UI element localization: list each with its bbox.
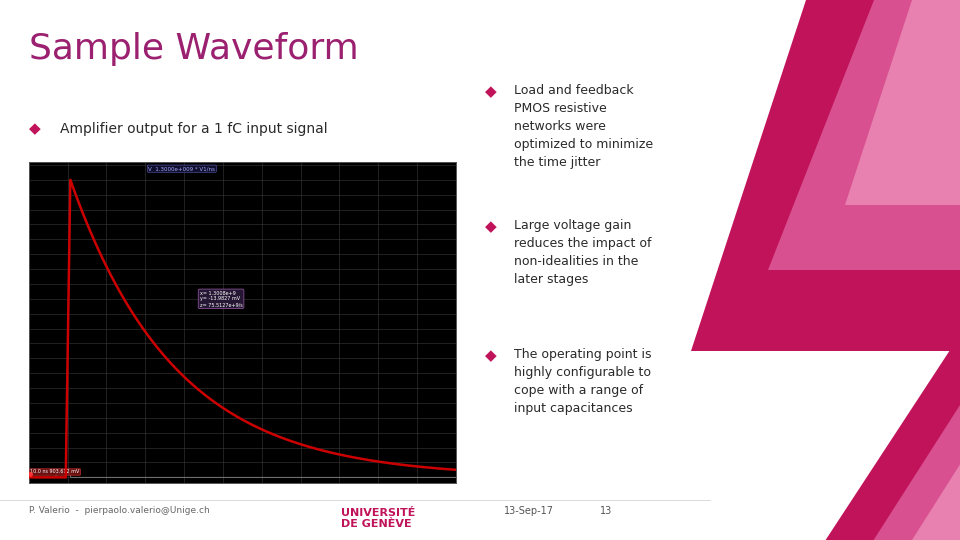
Text: Large voltage gain
reduces the impact of
non-idealities in the
later stages: Large voltage gain reduces the impact of… <box>514 219 651 286</box>
Text: 13-Sep-17: 13-Sep-17 <box>504 506 554 516</box>
Polygon shape <box>653 335 960 540</box>
Polygon shape <box>691 0 960 351</box>
Polygon shape <box>768 0 960 270</box>
X-axis label: TIME/nSec: TIME/nSec <box>225 492 260 498</box>
Text: ◆: ◆ <box>485 219 496 234</box>
Polygon shape <box>845 0 960 205</box>
Polygon shape <box>806 464 960 540</box>
Text: UNIVERSITÉ
DE GENÈVE: UNIVERSITÉ DE GENÈVE <box>341 508 415 529</box>
Text: The operating point is
highly configurable to
cope with a range of
input capacit: The operating point is highly configurab… <box>514 348 651 415</box>
Text: 10.0 ns 903.612 mV: 10.0 ns 903.612 mV <box>31 469 80 475</box>
Text: V  1.3000e+009 * V1/ns: V 1.3000e+009 * V1/ns <box>149 166 215 171</box>
Polygon shape <box>730 405 960 540</box>
Text: x= 1.3008e+9
y= -13.9827 mV
z= 75.5127e+9/s: x= 1.3008e+9 y= -13.9827 mV z= 75.5127e+… <box>200 291 243 307</box>
Text: ◆: ◆ <box>29 122 40 137</box>
Text: P. Valerio  -  pierpaolo.valerio@Unige.ch: P. Valerio - pierpaolo.valerio@Unige.ch <box>29 506 209 515</box>
Text: ◆: ◆ <box>485 84 496 99</box>
Text: 13: 13 <box>600 506 612 516</box>
Text: Load and feedback
PMOS resistive
networks were
optimized to minimize
the time ji: Load and feedback PMOS resistive network… <box>514 84 653 168</box>
Text: Amplifier output for a 1 fC input signal: Amplifier output for a 1 fC input signal <box>60 122 327 136</box>
Text: ◆: ◆ <box>485 348 496 363</box>
Text: Sample Waveform: Sample Waveform <box>29 32 358 66</box>
